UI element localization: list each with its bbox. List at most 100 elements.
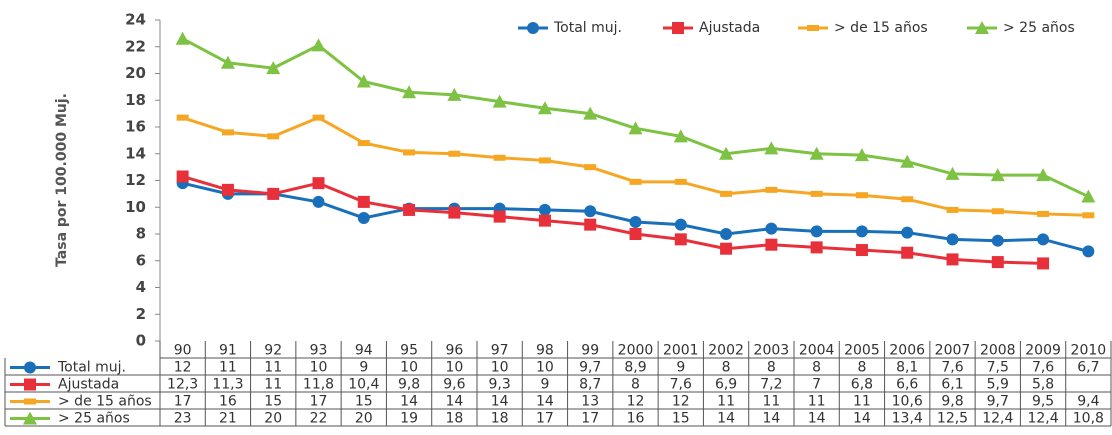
data-point (809, 146, 824, 160)
y-tick-label: 2 (136, 305, 146, 323)
data-point (945, 166, 960, 180)
data-point (311, 38, 326, 52)
table-cell: 20 (355, 411, 373, 427)
table-cell: 9,7 (579, 360, 601, 376)
table-cell: 15 (264, 394, 282, 410)
table-row-label: Ajustada (58, 377, 119, 393)
data-point (674, 178, 687, 185)
data-point (356, 74, 371, 88)
table-cell: 14 (536, 394, 554, 410)
table-cell: 14 (853, 411, 871, 427)
y-tick-label: 16 (125, 118, 146, 136)
data-point (493, 210, 506, 223)
x-tick-label: 2005 (844, 343, 880, 359)
data-point (946, 253, 959, 266)
legend-marker (527, 22, 539, 34)
table-cell: 8,7 (579, 377, 601, 393)
table-row-label: Total muj. (57, 360, 126, 376)
legend-label: Total muj. (553, 20, 622, 36)
data-point (720, 228, 733, 240)
data-point (946, 233, 959, 246)
table-cell: 14 (400, 394, 418, 410)
data-point (629, 215, 642, 228)
data-point (855, 225, 868, 238)
data-point (674, 218, 687, 231)
data-point (584, 218, 597, 231)
data-point (493, 154, 506, 161)
x-tick-label: 96 (445, 343, 463, 359)
y-tick-label: 20 (125, 64, 146, 82)
data-point (175, 31, 190, 45)
x-tick-label: 99 (581, 343, 599, 359)
table-cell: 13 (581, 394, 599, 410)
table-cell: 9,5 (1032, 394, 1054, 410)
table-cell: 11 (853, 394, 871, 410)
data-point (946, 206, 959, 213)
data-point (448, 150, 461, 157)
table-cell: 14 (762, 411, 780, 427)
table-cell: 11 (717, 394, 735, 410)
table-cell: 9,6 (443, 377, 465, 393)
table-legend-marker (24, 378, 36, 391)
data-point (584, 164, 597, 171)
table-cell: 12,4 (1027, 411, 1058, 427)
x-tick-label: 2010 (1071, 343, 1107, 359)
table-cell: 12,5 (937, 411, 968, 427)
legend-label: Ajustada (699, 20, 760, 36)
data-point (1037, 257, 1050, 270)
table-cell: 7,6 (941, 360, 963, 376)
data-point (583, 106, 598, 120)
table-cell: 7,6 (1032, 360, 1054, 376)
data-point (810, 190, 823, 197)
table-cell: 10,8 (1073, 411, 1104, 427)
table-cell: 7 (812, 377, 821, 393)
x-tick-label: 2000 (618, 343, 654, 359)
table-cell: 9 (540, 377, 549, 393)
x-tick-label: 95 (400, 343, 418, 359)
data-point (810, 241, 823, 254)
table-cell: 12,4 (982, 411, 1013, 427)
table-cell: 12,3 (167, 377, 198, 393)
data-point (764, 141, 779, 155)
data-point (719, 146, 734, 160)
data-point (1081, 189, 1096, 203)
table-cell: 10 (536, 360, 554, 376)
table-legend-marker (23, 411, 37, 425)
table-cell: 9,7 (987, 394, 1009, 410)
x-tick-label: 98 (536, 343, 554, 359)
table-cell: 15 (672, 411, 690, 427)
data-point (720, 242, 733, 255)
data-point (402, 85, 417, 99)
data-point (991, 234, 1004, 247)
table-cell: 6,9 (715, 377, 737, 393)
table-cell: 16 (219, 394, 237, 410)
table-cell: 11 (808, 394, 826, 410)
table-cell: 17 (536, 411, 554, 427)
table-cell: 11 (762, 394, 780, 410)
data-point (176, 170, 189, 183)
data-point (538, 214, 551, 227)
table-cell: 10 (491, 360, 509, 376)
table-cell: 20 (264, 411, 282, 427)
data-point (312, 114, 325, 121)
data-point (1037, 210, 1050, 217)
y-tick-label: 22 (125, 37, 146, 55)
table-row-label: > 25 años (58, 411, 130, 427)
table-cell: 5,9 (987, 377, 1009, 393)
table-cell: 22 (310, 411, 328, 427)
x-tick-label: 2004 (799, 343, 835, 359)
data-point (447, 87, 462, 101)
data-point (267, 187, 280, 200)
table-cell: 12 (672, 394, 690, 410)
data-point (221, 129, 234, 136)
table-cell: 8,9 (624, 360, 646, 376)
data-point (900, 154, 915, 168)
table-cell: 21 (219, 411, 237, 427)
table-cell: 12 (174, 360, 192, 376)
x-tick-label: 92 (264, 343, 282, 359)
data-point (221, 183, 234, 196)
table-cell: 8 (857, 360, 866, 376)
table-cell: 6,7 (1077, 360, 1099, 376)
legend-marker (807, 25, 819, 31)
data-point (765, 238, 778, 251)
